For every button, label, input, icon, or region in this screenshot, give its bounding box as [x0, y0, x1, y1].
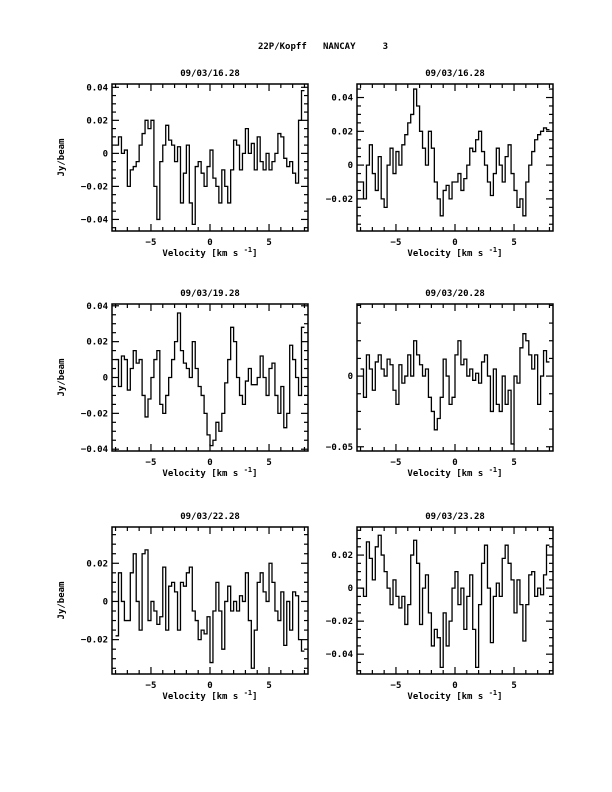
x-tick-label: 5 — [511, 681, 516, 691]
x-axis-label-text: Velocity [km s — [162, 691, 243, 702]
spectrum-line — [115, 312, 305, 447]
plot-frame — [356, 83, 554, 232]
x-tick-label: 0 — [452, 681, 457, 691]
x-tick-label: −5 — [391, 458, 402, 468]
x-tick-label: −5 — [391, 681, 402, 691]
x-axis-label: Velocity [km s -1] — [407, 689, 502, 702]
x-tick-label: −5 — [146, 238, 157, 248]
x-tick-label: 5 — [266, 458, 271, 468]
x-axis-label-text: Velocity [km s — [407, 691, 488, 702]
y-tick-label: 0.04 — [331, 94, 353, 104]
x-tick-label: 5 — [511, 458, 516, 468]
y-tick-label: −0.02 — [81, 636, 108, 646]
panel-1: 09/03/16.28 −5 0 5 −0.04 −0.02 0 0.02 0.04 Veloci… — [57, 69, 309, 259]
x-axis-label-text: Velocity [km s — [162, 468, 243, 479]
panel-6: 09/03/23.28 −5 0 5 −0.04 −0.02 0 0.02 Velocity [… — [326, 512, 554, 702]
x-tick-label: 0 — [452, 458, 457, 468]
y-axis-label: Jy/beam — [57, 581, 67, 620]
x-tick-label: 0 — [207, 238, 212, 248]
y-tick-label: −0.02 — [326, 195, 353, 205]
x-tick-label: −5 — [391, 238, 402, 248]
y-tick-label: 0.02 — [331, 551, 353, 561]
x-axis-label-superscript: -1 — [489, 246, 497, 254]
x-tick-label: 5 — [266, 681, 271, 691]
spectrum-line — [115, 549, 305, 669]
y-tick-label: −0.02 — [81, 182, 108, 192]
x-axis-label: Velocity [km s -1] — [162, 466, 257, 479]
y-axis-label: Jy/beam — [57, 358, 67, 397]
x-tick-label: 5 — [266, 238, 271, 248]
x-tick-label: −5 — [146, 458, 157, 468]
y-tick-label: 0 — [103, 374, 108, 384]
panel-title: 09/03/16.28 — [425, 69, 485, 79]
x-axis-label-text: Velocity [km s — [407, 468, 488, 479]
y-tick-label: −0.04 — [81, 215, 109, 225]
x-tick-label: 0 — [207, 681, 212, 691]
spectrum-line — [360, 88, 550, 217]
x-axis-label-text: Velocity [km s — [407, 248, 488, 259]
y-tick-label: −0.05 — [326, 443, 353, 453]
x-axis-label-end: ] — [252, 249, 257, 259]
plot-frame — [356, 526, 554, 675]
figure-title: 22P/Kopff NANCAY 3 — [258, 42, 388, 52]
panel-title: 09/03/22.28 — [180, 512, 240, 522]
panel-title: 09/03/20.28 — [425, 289, 485, 299]
x-axis-label: Velocity [km s -1] — [162, 246, 257, 259]
y-tick-label: −0.04 — [326, 650, 354, 660]
x-axis-label-superscript: -1 — [244, 466, 252, 474]
y-tick-label: 0.04 — [86, 83, 108, 93]
x-axis-label-superscript: -1 — [489, 466, 497, 474]
y-tick-label: 0 — [348, 161, 353, 171]
y-tick-label: 0.04 — [86, 302, 108, 312]
x-axis-label-end: ] — [497, 692, 502, 702]
x-axis-label-end: ] — [497, 249, 502, 259]
x-axis-label-end: ] — [497, 469, 502, 479]
x-axis-label: Velocity [km s -1] — [162, 689, 257, 702]
y-tick-label: 0 — [348, 584, 353, 594]
x-axis-label: Velocity [km s -1] — [407, 246, 502, 259]
y-tick-label: −0.04 — [81, 445, 109, 455]
panel-title: 09/03/16.28 — [180, 69, 240, 79]
y-tick-label: 0.02 — [86, 116, 108, 126]
x-axis-label-superscript: -1 — [244, 689, 252, 697]
y-tick-label: 0.02 — [331, 127, 353, 137]
y-tick-label: 0 — [103, 597, 108, 607]
x-axis-label: Velocity [km s -1] — [407, 466, 502, 479]
spectrum-line — [360, 534, 550, 669]
y-axis-label: Jy/beam — [57, 138, 67, 177]
panel-title: 09/03/23.28 — [425, 512, 485, 522]
y-tick-label: 0 — [103, 149, 108, 159]
x-tick-label: 5 — [511, 238, 516, 248]
spectrum-line — [360, 333, 550, 445]
y-tick-label: 0.02 — [86, 559, 108, 569]
y-tick-label: −0.02 — [81, 409, 108, 419]
plot-frame — [111, 303, 309, 452]
x-tick-label: −5 — [146, 681, 157, 691]
x-axis-label-text: Velocity [km s — [162, 248, 243, 259]
panel-3: 09/03/19.28 −5 0 5 −0.04 −0.02 0 0.02 0.04 Veloci… — [57, 289, 309, 479]
x-tick-label: 0 — [452, 238, 457, 248]
x-axis-label-superscript: -1 — [244, 246, 252, 254]
panel-title: 09/03/19.28 — [180, 289, 240, 299]
x-axis-label-superscript: -1 — [489, 689, 497, 697]
spectrum-line — [115, 89, 305, 226]
panel-5: 09/03/22.28 −5 0 5 −0.02 0 0.02 Velocity [km s … — [57, 512, 309, 702]
x-axis-label-end: ] — [252, 469, 257, 479]
x-tick-label: 0 — [207, 458, 212, 468]
y-tick-label: 0 — [348, 372, 353, 382]
panel-2: 09/03/16.28 −5 0 5 −0.02 0 0.02 0.04 Velocity [k… — [326, 69, 554, 259]
x-axis-label-end: ] — [252, 692, 257, 702]
y-tick-label: 0.02 — [86, 338, 108, 348]
y-tick-label: −0.02 — [326, 617, 353, 627]
